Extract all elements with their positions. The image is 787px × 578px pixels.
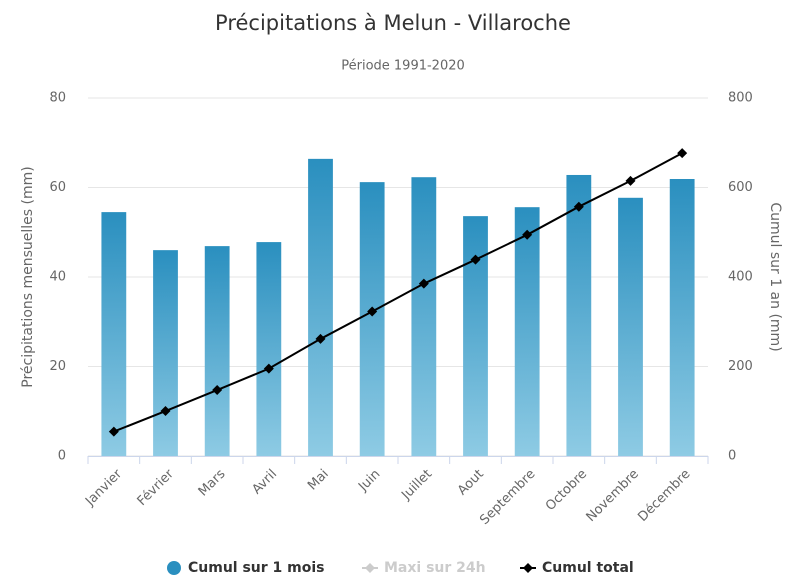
- point: [418, 278, 429, 289]
- y2-tick-label: 0: [728, 449, 736, 464]
- x-tick-label: Aout: [455, 467, 487, 499]
- point: [367, 306, 378, 317]
- point: [315, 333, 326, 344]
- bar: [566, 174, 592, 456]
- legend-label: Cumul total: [542, 560, 634, 576]
- chart-subtitle: Période 1991-2020: [341, 59, 465, 74]
- x-tick-label: Avril: [249, 467, 280, 498]
- chart-title: Précipitations à Melun - Villaroche: [215, 11, 571, 35]
- legend-label: Maxi sur 24h: [384, 560, 486, 576]
- x-tick-label: Septembre: [477, 467, 538, 528]
- bar: [153, 250, 178, 456]
- bar: [204, 246, 230, 456]
- y2-tick-label: 400: [728, 270, 753, 285]
- line: [113, 152, 683, 433]
- y-tick-label: 20: [49, 359, 66, 374]
- y2-axis-title: Cumul sur 1 an (mm): [767, 202, 783, 351]
- point: [677, 148, 688, 159]
- x-tick-label: Mai: [305, 467, 332, 494]
- legend-label: Cumul sur 1 mois: [188, 560, 325, 576]
- x-tick-label: Novembre: [584, 467, 642, 525]
- bar: [463, 216, 488, 456]
- x-tick-label: Février: [135, 466, 178, 509]
- y-tick-label: 80: [49, 91, 66, 106]
- y-axis-title: Précipitations mensuelles (mm): [20, 166, 36, 388]
- x-tick-label: Juin: [355, 467, 383, 495]
- bar: [618, 197, 643, 457]
- point: [160, 406, 171, 417]
- bar: [411, 177, 437, 456]
- point: [625, 175, 636, 186]
- y2-tick-label: 600: [728, 180, 753, 195]
- point: [108, 426, 119, 437]
- y-tick-label: 0: [58, 449, 66, 464]
- x-tick-label: Décembre: [635, 467, 693, 525]
- legend-symbol: [365, 563, 375, 573]
- point: [573, 201, 584, 212]
- legend-symbol: [167, 561, 181, 575]
- bar: [101, 212, 127, 456]
- x-tick-label: Juillet: [398, 467, 435, 504]
- y-tick-label: 60: [49, 180, 66, 195]
- bar: [308, 158, 333, 457]
- point: [522, 229, 533, 240]
- bar: [514, 207, 540, 456]
- bar: [256, 242, 282, 456]
- bar: [359, 182, 385, 456]
- y-tick-label: 40: [49, 270, 66, 285]
- y2-tick-label: 200: [728, 359, 753, 374]
- point: [470, 254, 481, 265]
- point: [263, 363, 274, 374]
- y2-tick-label: 800: [728, 91, 753, 106]
- point: [212, 385, 223, 396]
- x-tick-label: Mars: [196, 467, 229, 500]
- bar: [669, 178, 695, 456]
- x-tick-label: Octobre: [543, 467, 590, 514]
- legend-symbol: [523, 563, 533, 573]
- x-tick-label: Janvier: [82, 466, 125, 509]
